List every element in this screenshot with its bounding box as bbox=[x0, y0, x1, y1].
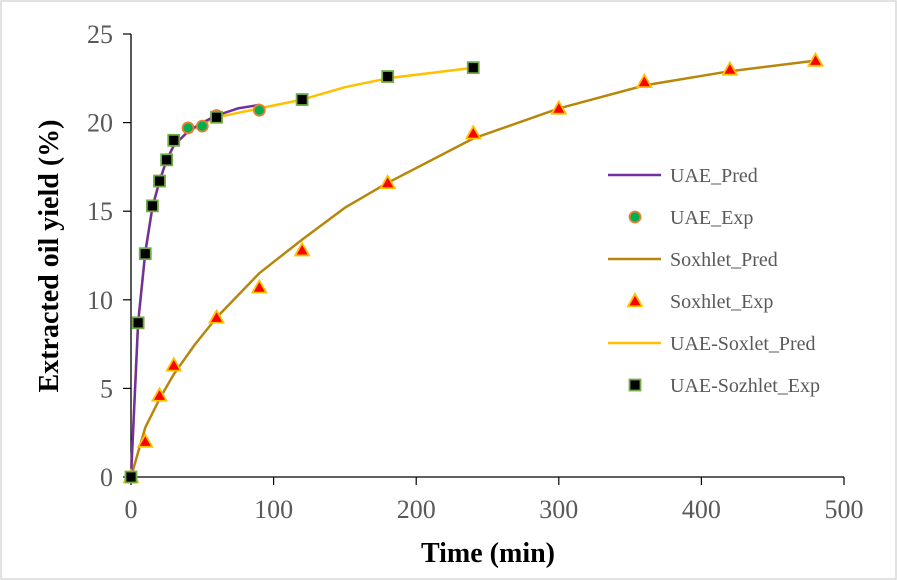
data-point-soxhlet-exp bbox=[464, 124, 482, 140]
x-tick-label: 0 bbox=[125, 495, 138, 524]
data-point-soxhlet-exp bbox=[208, 308, 226, 324]
y-tick-label: 5 bbox=[100, 374, 113, 403]
data-point-uae-sozhlet-exp bbox=[381, 70, 395, 83]
plot-area: 0 100 200 300 400 500 0 5 10 15 20 25 bbox=[87, 20, 864, 524]
legend: UAE_Pred UAE_Exp Soxhlet_Pred Soxhlet_Exp UA… bbox=[608, 165, 820, 397]
x-axis-ticks: 0 100 200 300 400 500 bbox=[125, 477, 864, 524]
data-point-uae-sozhlet-exp bbox=[167, 133, 181, 147]
data-point-uae-sozhlet-exp bbox=[131, 316, 145, 330]
data-point-uae-sozhlet-exp bbox=[466, 61, 480, 75]
series-line-soxhlet-pred bbox=[129, 59, 817, 479]
data-point-soxhlet-exp bbox=[136, 432, 154, 448]
data-point-uae-sozhlet-exp bbox=[124, 470, 138, 484]
x-axis-title: Time (min) bbox=[421, 538, 555, 569]
data-point-uae-sozhlet-exp bbox=[145, 199, 159, 213]
y-axis-ticks: 0 5 10 15 20 25 bbox=[87, 20, 131, 492]
legend-swatch-uae-sozhlet-exp bbox=[628, 378, 642, 392]
y-tick-label: 25 bbox=[87, 20, 113, 49]
data-point-soxhlet-exp bbox=[806, 51, 825, 67]
legend-label-uae-soxlet-pred: UAE-Soxlet_Pred bbox=[670, 333, 816, 355]
y-tick-label: 20 bbox=[87, 109, 113, 138]
x-tick-label: 500 bbox=[825, 495, 864, 524]
data-point-soxhlet-exp bbox=[635, 73, 653, 88]
x-tick-label: 100 bbox=[254, 495, 293, 524]
data-point-uae-sozhlet-exp bbox=[295, 93, 309, 106]
data-point-soxhlet-exp bbox=[250, 278, 268, 294]
series-markers bbox=[122, 51, 825, 484]
data-point-uae-sozhlet-exp bbox=[153, 174, 166, 188]
legend-label-uae-pred: UAE_Pred bbox=[670, 165, 758, 187]
data-point-soxhlet-exp bbox=[165, 356, 183, 372]
data-point-uae-exp bbox=[181, 121, 195, 135]
data-point-soxhlet-exp bbox=[721, 60, 739, 76]
data-point-soxhlet-exp bbox=[150, 386, 169, 402]
data-point-uae-exp bbox=[195, 119, 209, 133]
legend-swatch-soxhlet-exp bbox=[626, 292, 644, 308]
y-axis-title: Extracted oil yield (%) bbox=[34, 120, 65, 393]
x-tick-label: 400 bbox=[682, 495, 721, 524]
x-tick-label: 200 bbox=[397, 495, 436, 524]
y-tick-label: 10 bbox=[87, 286, 113, 315]
data-point-uae-exp bbox=[252, 103, 266, 117]
legend-label-uae-sozhlet-exp: UAE-Sozhlet_Exp bbox=[670, 375, 820, 397]
data-point-soxhlet-exp bbox=[379, 174, 397, 189]
data-point-soxhlet-exp bbox=[293, 241, 311, 257]
data-point-uae-sozhlet-exp bbox=[160, 153, 174, 167]
x-tick-label: 300 bbox=[539, 495, 578, 524]
data-point-uae-sozhlet-exp bbox=[138, 247, 152, 261]
y-tick-label: 0 bbox=[100, 463, 113, 492]
legend-label-soxhlet-pred: Soxhlet_Pred bbox=[670, 249, 778, 271]
legend-label-soxhlet-exp: Soxhlet_Exp bbox=[670, 291, 773, 313]
y-tick-label: 15 bbox=[87, 197, 113, 226]
legend-label-uae-exp: UAE_Exp bbox=[670, 207, 753, 229]
legend-swatch-uae-exp bbox=[628, 210, 642, 224]
data-point-uae-sozhlet-exp bbox=[210, 110, 223, 124]
data-point-soxhlet-exp bbox=[550, 99, 568, 115]
